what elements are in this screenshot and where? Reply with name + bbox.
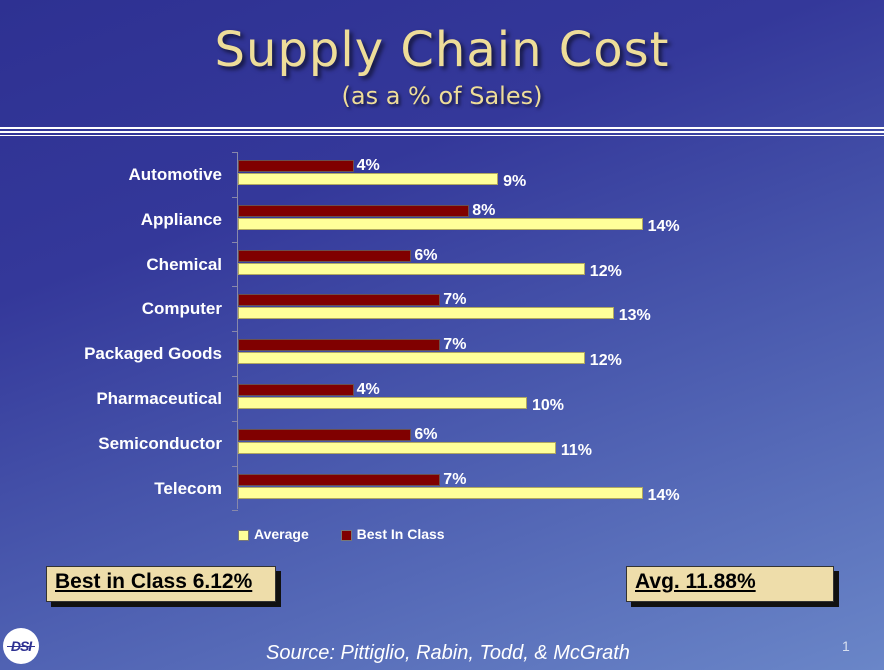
bar-average <box>238 262 585 275</box>
bar-best-in-class <box>238 204 470 217</box>
bar-best-in-class <box>238 339 441 352</box>
y-axis-tick <box>232 331 238 333</box>
chart-legend: Average Best In Class <box>238 526 473 542</box>
data-label-best-in-class: 8% <box>472 201 496 219</box>
y-axis-tick <box>232 152 238 153</box>
category-label: Chemical <box>146 254 222 274</box>
slide-title: Supply Chain Cost <box>214 22 670 78</box>
category-label: Telecom <box>154 478 222 498</box>
bar-best-in-class <box>238 249 412 262</box>
bar-average <box>238 352 585 365</box>
data-label-average: 10% <box>532 397 565 414</box>
legend-swatch-best-in-class <box>340 529 352 541</box>
bar-best-in-class <box>238 384 354 396</box>
bar-average <box>238 397 527 409</box>
logo-line <box>7 646 35 647</box>
data-label-average: 11% <box>560 441 593 459</box>
y-axis-tick <box>232 196 238 198</box>
divider-line <box>0 135 884 136</box>
y-axis-tick <box>232 510 238 512</box>
category-label: Automotive <box>128 165 223 184</box>
data-label-average: 12% <box>589 262 622 280</box>
bar-chart: Automotive 4% 9% Appliance 8% 14% Chemical 6% 12… <box>84 152 680 512</box>
legend-swatch-average <box>238 529 249 541</box>
category-label: Pharmaceutical <box>96 389 222 408</box>
category-label: Appliance <box>140 209 222 229</box>
data-label-average: 12% <box>589 352 622 370</box>
divider-line <box>0 127 884 129</box>
source-citation: Source: Pittiglio, Rabin, Todd, & McGrat… <box>266 642 630 664</box>
average-summary-box: Avg. 11.88% <box>626 566 834 602</box>
y-axis-tick <box>232 376 238 377</box>
data-label-average: 14% <box>647 217 680 235</box>
data-label-best-in-class: 7% <box>443 470 467 488</box>
legend-item-average: Average <box>238 526 313 542</box>
divider-line <box>0 131 884 133</box>
y-axis-tick <box>232 465 238 467</box>
legend-item-best-in-class: Best In Class <box>340 526 445 542</box>
category-label: Computer <box>141 299 222 319</box>
dsi-logo: DSI <box>3 628 39 664</box>
bar-average <box>238 173 499 185</box>
bar-best-in-class <box>238 428 412 441</box>
data-label-best-in-class: 4% <box>356 157 380 174</box>
bar-average <box>238 217 643 230</box>
page-number: 1 <box>842 638 850 654</box>
bar-average <box>238 486 643 499</box>
data-label-best-in-class: 6% <box>414 425 438 443</box>
data-label-average: 14% <box>647 486 680 504</box>
data-label-average: 9% <box>503 173 527 190</box>
bar-average <box>238 441 556 454</box>
data-label-best-in-class: 7% <box>443 336 467 354</box>
best-in-class-summary-box: Best in Class 6.12% <box>46 566 276 602</box>
legend-label-best-in-class: Best In Class <box>356 526 445 542</box>
data-label-best-in-class: 7% <box>443 291 467 309</box>
y-axis <box>237 152 238 509</box>
bar-average <box>238 307 614 320</box>
bar-best-in-class <box>238 160 354 172</box>
data-label-best-in-class: 4% <box>356 381 380 398</box>
legend-label-average: Average <box>254 526 309 542</box>
category-label: Semiconductor <box>98 433 222 453</box>
y-axis-tick <box>232 420 238 422</box>
slide-subtitle: (as a % of Sales) <box>341 82 543 110</box>
data-label-best-in-class: 6% <box>414 246 438 264</box>
data-label-average: 13% <box>618 307 651 325</box>
y-axis-tick <box>232 286 238 288</box>
bar-best-in-class <box>238 473 441 486</box>
category-label: Packaged Goods <box>84 344 222 364</box>
y-axis-tick <box>232 241 238 243</box>
bar-best-in-class <box>238 294 441 307</box>
